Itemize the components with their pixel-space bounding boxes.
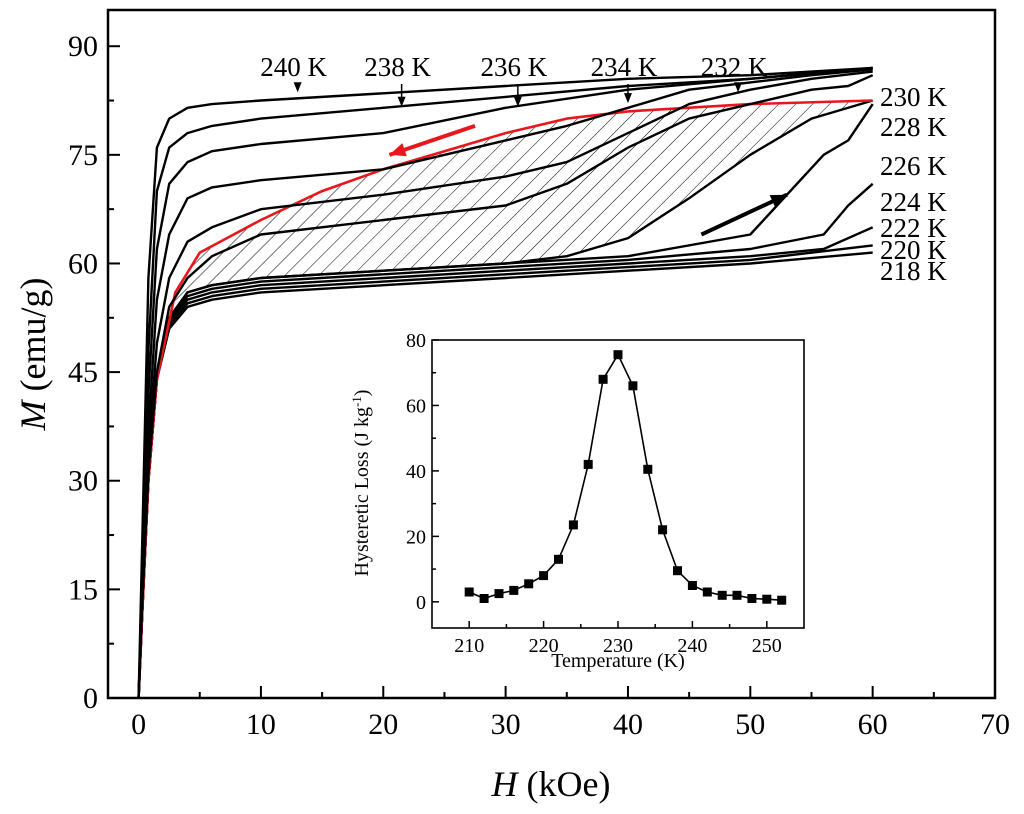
hysteretic-loss-point	[747, 594, 757, 603]
temperature-label: 236 K	[480, 52, 547, 82]
hysteretic-loss-point	[524, 579, 534, 589]
x-tick-label: 70	[980, 708, 1010, 741]
field-increasing-arrow-head	[769, 194, 787, 208]
y-tick-label: 45	[68, 356, 98, 389]
hysteretic-loss-point	[702, 587, 712, 597]
pointer-arrow-head	[513, 96, 522, 107]
temperature-label: 226 K	[880, 151, 947, 181]
y-tick-label: 60	[68, 247, 98, 280]
hysteretic-loss-point	[643, 464, 653, 474]
temperature-label: 232 K	[701, 52, 768, 82]
hysteretic-loss-point	[628, 381, 638, 391]
temperature-label: 234 K	[591, 52, 658, 82]
hysteretic-loss-point	[687, 581, 697, 590]
hysteretic-loss-point	[717, 590, 727, 600]
inset-y-tick-label: 60	[406, 395, 426, 417]
main-x-axis-title: H (kOe)	[491, 764, 611, 804]
inset-y-tick-label: 0	[416, 592, 426, 614]
hysteretic-loss-point	[494, 589, 504, 599]
inset-y-axis-title: Hysteretic Loss (J kg-1)	[349, 390, 373, 577]
hysteretic-loss-point	[777, 595, 787, 605]
temperature-label: 220 K	[880, 235, 947, 265]
hysteretic-loss-point	[583, 459, 593, 469]
y-tick-label: 0	[83, 682, 98, 715]
series-230-k	[137, 74, 874, 698]
pointer-arrow-head	[293, 82, 302, 93]
inset-x-tick-label: 250	[752, 635, 782, 657]
hysteretic-loss-point	[464, 587, 474, 597]
y-tick-label: 75	[68, 139, 98, 172]
inset-x-axis-title: Temperature (K)	[551, 650, 685, 672]
hysteretic-loss-point	[509, 585, 519, 595]
inset-x-tick-label: 230	[603, 635, 633, 657]
inset-y-tick-label: 20	[406, 526, 426, 548]
temperature-label: 240 K	[260, 52, 327, 82]
temperature-label: 222 K	[880, 213, 947, 243]
x-tick-label: 0	[131, 708, 146, 741]
x-tick-label: 50	[735, 708, 765, 741]
temperature-label: 224 K	[880, 187, 947, 217]
y-tick-label: 30	[68, 465, 98, 498]
hysteretic-loss-point	[598, 374, 608, 384]
hysteretic-loss-point	[568, 520, 578, 530]
main-y-axis-title: M (emu/g)	[13, 278, 53, 432]
inset-y-tick-label: 40	[406, 461, 426, 483]
inset-plot-frame	[431, 339, 805, 629]
x-tick-label: 20	[368, 708, 398, 741]
hysteretic-loss-point	[732, 590, 742, 600]
series-234-k	[137, 68, 873, 698]
y-tick-label: 90	[68, 30, 98, 63]
inset-y-tick-label: 80	[406, 330, 426, 352]
x-tick-label: 60	[858, 708, 888, 741]
hysteretic-loss-point	[613, 350, 623, 360]
temperature-label: 218 K	[880, 256, 947, 286]
series-240-k	[137, 66, 873, 698]
hysteretic-loss-line	[468, 353, 782, 601]
hysteretic-loss-point	[479, 594, 489, 603]
series-232-k	[137, 70, 873, 698]
y-tick-label: 15	[68, 573, 98, 606]
x-tick-label: 10	[246, 708, 276, 741]
x-tick-label: 40	[613, 708, 643, 741]
pointer-arrow-head	[397, 96, 406, 107]
inset-x-tick-label: 220	[529, 635, 559, 657]
hysteretic-loss-point	[539, 571, 549, 581]
inset-x-tick-label: 240	[677, 635, 707, 657]
hysteretic-loss-point	[554, 554, 563, 564]
temperature-label: 230 K	[880, 82, 947, 112]
field-decreasing-arrow-head	[389, 143, 407, 157]
hysteretic-loss-point	[658, 525, 668, 535]
hysteretic-loss-point	[762, 594, 772, 604]
temperature-label: 238 K	[364, 52, 431, 82]
hysteresis-hatched-area	[138, 100, 873, 698]
pointer-arrow-head	[623, 93, 632, 104]
hysteretic-loss-point	[673, 566, 682, 576]
temperature-label: 228 K	[880, 112, 947, 142]
x-tick-label: 30	[491, 708, 521, 741]
inset-x-tick-label: 210	[454, 635, 484, 657]
main-plot-frame	[106, 8, 997, 700]
pointer-arrow-head	[734, 82, 743, 93]
